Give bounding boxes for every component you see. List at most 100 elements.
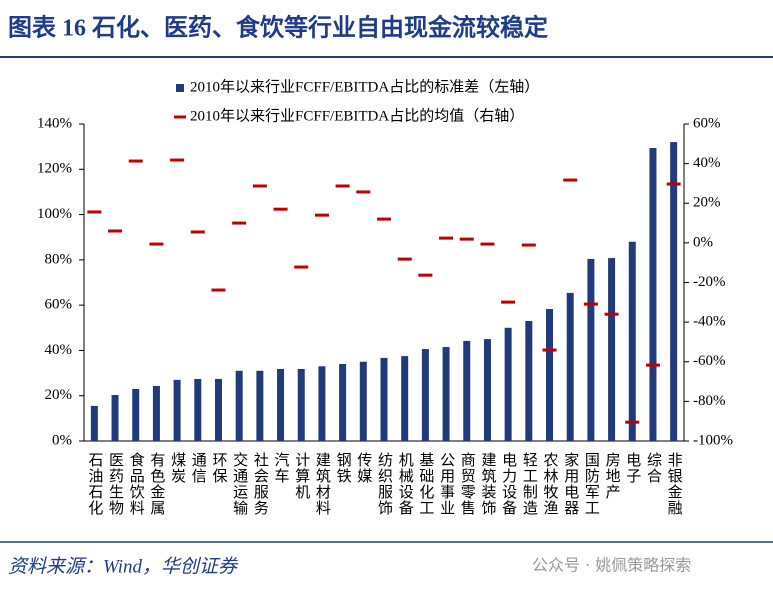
bar (359, 361, 367, 441)
bar (525, 320, 533, 441)
x-tick-label: 纺织服饰 (376, 452, 393, 516)
bar (194, 378, 202, 441)
mean-marker (377, 217, 391, 221)
x-tick-label: 电力设备 (500, 452, 517, 516)
mean-marker (542, 348, 557, 352)
y2-tick-label: -80% (693, 393, 726, 409)
watermark: 公众号 · 姚佩策略探索 (532, 556, 691, 575)
bar (442, 347, 450, 441)
x-tick-label: 医药生物 (107, 452, 124, 516)
x-tick-label: 钢铁 (335, 452, 352, 484)
mean-marker (645, 363, 660, 367)
x-tick-label: 交通运输 (231, 451, 248, 516)
bar (504, 327, 512, 441)
x-tick-label: 基础化工 (417, 452, 434, 516)
x-tick-label: 房地产 (604, 452, 621, 500)
mean-marker (170, 158, 185, 162)
y-tick-label: 0% (52, 432, 72, 448)
x-tick-label: 国防军工 (583, 452, 600, 516)
mean-marker (294, 265, 309, 269)
bar (483, 339, 491, 441)
bar (256, 370, 264, 441)
x-tick-label: 电子 (624, 452, 641, 484)
mean-marker (232, 221, 247, 225)
y-tick-label: 80% (45, 251, 73, 267)
y2-tick-label: 40% (693, 155, 721, 171)
x-tick-label: 石油石化 (86, 452, 103, 516)
mean-marker (190, 230, 205, 234)
mean-marker (604, 312, 619, 316)
x-tick-label: 通信 (190, 452, 207, 484)
legend-label: 2010年以来行业FCFF/EBITDA占比的标准差（左轴） (190, 78, 539, 95)
y-tick-label: 40% (45, 342, 73, 358)
y-tick-label: 60% (45, 297, 73, 313)
bar (297, 368, 305, 441)
y-tick-label: 20% (45, 387, 73, 403)
x-tick-label: 环保 (210, 452, 227, 484)
bar (277, 368, 285, 441)
mean-marker (625, 420, 640, 424)
chart-title: 图表 16 石化、医药、食饮等行业自由现金流较稳定 (8, 14, 548, 42)
bar (463, 340, 471, 441)
y2-tick-label: -20% (693, 274, 726, 290)
bar (670, 142, 678, 441)
mean-marker (356, 190, 371, 194)
x-tick-label: 商贸零售 (459, 452, 476, 516)
mean-marker (583, 302, 598, 306)
x-tick-label: 家用电器 (562, 452, 579, 516)
mean-marker (563, 178, 578, 182)
bar (421, 349, 429, 441)
x-tick-label: 传媒 (355, 452, 372, 484)
bar (608, 258, 616, 441)
mean-marker (418, 273, 433, 277)
mean-marker (501, 300, 516, 304)
mean-marker (335, 184, 350, 188)
bar (214, 378, 222, 441)
mean-marker (480, 242, 495, 246)
source: 资料来源：Wind，华创证券 (8, 555, 239, 577)
y-tick-label: 120% (37, 161, 72, 177)
x-tick-label: 汽车 (273, 452, 290, 484)
x-tick-label: 食品饮料 (128, 452, 145, 516)
mean-marker (108, 229, 123, 233)
legend-swatch (176, 84, 184, 92)
y2-tick-label: -60% (693, 353, 726, 369)
bar (401, 356, 409, 441)
y2-tick-label: -100% (693, 432, 733, 448)
x-tick-label: 有色金属 (148, 452, 165, 516)
x-tick-label: 轻工制造 (521, 452, 538, 516)
mean-marker (666, 182, 681, 186)
bar (132, 388, 140, 441)
bar (318, 366, 326, 441)
x-tick-label: 非银金融 (666, 452, 683, 516)
y2-tick-label: 20% (693, 195, 721, 211)
bar (628, 241, 636, 441)
mean-marker (149, 242, 164, 246)
bar (90, 405, 98, 441)
y2-tick-label: 0% (693, 234, 713, 250)
x-tick-label: 公用事业 (438, 452, 455, 516)
mean-marker (128, 159, 143, 163)
x-tick-label: 建筑材料 (314, 452, 331, 516)
bar (649, 148, 657, 441)
bar (235, 370, 243, 441)
y2-tick-label: 60% (693, 115, 721, 131)
mean-marker (211, 288, 226, 292)
x-tick-label: 机械设备 (397, 452, 414, 516)
legend-swatch (174, 115, 186, 119)
x-tick-label: 建筑装饰 (479, 452, 496, 516)
bar (566, 292, 574, 441)
legend-label: 2010年以来行业FCFF/EBITDA占比的均值（右轴） (190, 107, 524, 124)
mean-marker (459, 237, 474, 241)
bar (546, 308, 554, 441)
bar (587, 258, 595, 441)
x-tick-label: 社会服务 (252, 452, 269, 516)
x-tick-label: 综合 (645, 452, 662, 484)
bar (173, 379, 181, 441)
x-tick-label: 计算机 (293, 452, 310, 500)
y2-tick-label: -40% (693, 314, 726, 330)
x-tick-label: 农林牧渔 (542, 452, 559, 516)
bar (339, 364, 347, 441)
mean-marker (252, 184, 267, 188)
